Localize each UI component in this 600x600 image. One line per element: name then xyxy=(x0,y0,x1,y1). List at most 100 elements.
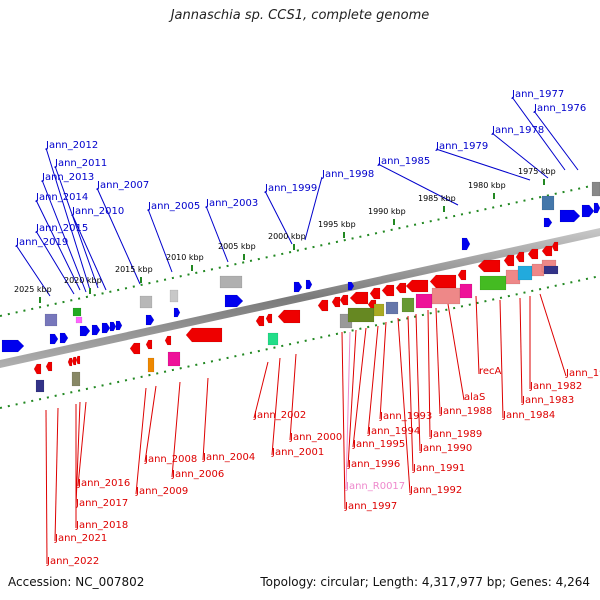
reverse-gene[interactable] xyxy=(164,335,172,346)
reverse-gene[interactable] xyxy=(381,284,395,297)
forward-gene[interactable] xyxy=(293,281,303,293)
forward-gene[interactable] xyxy=(49,333,59,345)
gene-label[interactable]: recA xyxy=(479,366,502,377)
gene-label[interactable]: Jann_2019 xyxy=(15,237,68,248)
gene-label[interactable]: Jann_2007 xyxy=(96,180,149,191)
gene-label[interactable]: Jann_2012 xyxy=(45,140,98,151)
feature-block[interactable] xyxy=(543,265,559,275)
reverse-gene[interactable] xyxy=(45,361,53,372)
gene-label[interactable]: Jann_1995 xyxy=(352,439,405,450)
gene-label[interactable]: Jann_2016 xyxy=(77,478,130,489)
feature-block[interactable] xyxy=(479,275,507,291)
gene-label[interactable]: Jann_1997 xyxy=(344,501,397,512)
forward-gene[interactable] xyxy=(59,332,69,344)
forward-gene[interactable] xyxy=(101,322,111,334)
reverse-gene[interactable] xyxy=(429,274,457,289)
gene-label[interactable]: Jann_2015 xyxy=(35,223,88,234)
reverse-gene[interactable] xyxy=(145,339,153,350)
forward-gene[interactable] xyxy=(1,339,25,353)
gene-label[interactable]: Jann_2017 xyxy=(75,498,128,509)
reverse-gene[interactable] xyxy=(75,355,81,365)
reverse-gene[interactable] xyxy=(339,294,349,306)
reverse-gene[interactable] xyxy=(33,363,42,375)
gene-label[interactable]: Jann_1998 xyxy=(321,169,374,180)
feature-block[interactable] xyxy=(147,357,155,373)
forward-gene[interactable] xyxy=(145,314,155,326)
gene-label[interactable]: Jann_2005 xyxy=(147,201,200,212)
forward-gene[interactable] xyxy=(115,320,123,331)
gene-label[interactable]: Jann_1999 xyxy=(264,183,317,194)
feature-block[interactable] xyxy=(219,275,243,289)
gene-label[interactable]: Jann_1984 xyxy=(502,410,555,421)
gene-label[interactable]: Jann_2013 xyxy=(41,172,94,183)
gene-label[interactable]: Jann_1988 xyxy=(439,406,492,417)
reverse-gene[interactable] xyxy=(129,342,141,355)
reverse-gene[interactable] xyxy=(277,309,301,324)
gene-label[interactable]: Jann_1985 xyxy=(377,156,430,167)
feature-block[interactable] xyxy=(401,297,415,313)
gene-label[interactable]: Jann_1993 xyxy=(379,411,432,422)
feature-block[interactable] xyxy=(35,379,45,393)
forward-gene[interactable] xyxy=(461,237,471,251)
reverse-gene[interactable] xyxy=(541,245,553,257)
feature-block[interactable] xyxy=(44,313,58,327)
gene-label[interactable]: Jann_1979 xyxy=(435,141,488,152)
gene-label[interactable]: Jann_1981 xyxy=(565,368,600,379)
gene-label[interactable]: Jann_1991 xyxy=(412,463,465,474)
forward-gene[interactable] xyxy=(224,294,244,308)
reverse-gene[interactable] xyxy=(71,356,77,366)
forward-gene[interactable] xyxy=(109,321,117,332)
reverse-gene[interactable] xyxy=(477,259,501,273)
feature-block[interactable] xyxy=(459,283,473,299)
reverse-gene[interactable] xyxy=(317,299,329,312)
reverse-gene[interactable] xyxy=(515,251,525,263)
feature-block[interactable] xyxy=(517,265,533,281)
gene-label[interactable]: Jann_1990 xyxy=(419,443,472,454)
forward-gene[interactable] xyxy=(593,202,600,214)
forward-gene[interactable] xyxy=(581,204,595,218)
reverse-gene[interactable] xyxy=(457,269,467,281)
reverse-gene[interactable] xyxy=(349,291,369,305)
reverse-gene[interactable] xyxy=(405,279,429,293)
reverse-gene[interactable] xyxy=(255,315,265,327)
gene-label[interactable]: Jann_1976 xyxy=(533,103,586,114)
feature-block[interactable] xyxy=(139,295,153,309)
feature-block[interactable] xyxy=(267,332,279,346)
gene-label[interactable]: Jann_2014 xyxy=(35,192,88,203)
feature-block[interactable] xyxy=(541,195,555,211)
feature-block[interactable] xyxy=(505,269,521,285)
gene-label[interactable]: Jann_2009 xyxy=(135,486,188,497)
gene-label[interactable]: Jann_2018 xyxy=(75,520,128,531)
gene-label[interactable]: Jann_1977 xyxy=(511,89,564,100)
forward-gene[interactable] xyxy=(91,324,101,336)
reverse-gene[interactable] xyxy=(185,327,223,343)
feature-block[interactable] xyxy=(72,307,82,317)
gene-label[interactable]: Jann_1982 xyxy=(529,381,582,392)
gene-label[interactable]: alaS xyxy=(464,392,485,403)
feature-block[interactable] xyxy=(373,303,385,317)
gene-label[interactable]: Jann_2002 xyxy=(253,410,306,421)
gene-label[interactable]: Jann_2006 xyxy=(171,469,224,480)
feature-block[interactable] xyxy=(531,263,545,277)
gene-label[interactable]: Jann_R0017 xyxy=(345,481,405,492)
gene-label[interactable]: Jann_2010 xyxy=(71,206,124,217)
reverse-gene[interactable] xyxy=(551,241,559,252)
gene-label[interactable]: Jann_1992 xyxy=(409,485,462,496)
gene-label[interactable]: Jann_2021 xyxy=(54,533,107,544)
forward-gene[interactable] xyxy=(79,325,91,337)
forward-gene[interactable] xyxy=(347,281,355,291)
feature-block[interactable] xyxy=(431,287,461,305)
gene-label[interactable]: Jann_1978 xyxy=(491,125,544,136)
feature-block[interactable] xyxy=(415,293,433,309)
reverse-gene[interactable] xyxy=(527,248,539,260)
forward-gene[interactable] xyxy=(543,217,553,228)
gene-label[interactable]: Jann_2011 xyxy=(54,158,107,169)
gene-label[interactable]: Jann_2000 xyxy=(289,432,342,443)
gene-label[interactable]: Jann_1983 xyxy=(521,395,574,406)
gene-label[interactable]: Jann_1996 xyxy=(347,459,400,470)
feature-block[interactable] xyxy=(169,289,179,303)
forward-gene[interactable] xyxy=(173,307,181,318)
gene-label[interactable]: Jann_1989 xyxy=(429,429,482,440)
gene-label[interactable]: Jann_2022 xyxy=(46,556,99,567)
feature-block[interactable] xyxy=(75,316,83,324)
